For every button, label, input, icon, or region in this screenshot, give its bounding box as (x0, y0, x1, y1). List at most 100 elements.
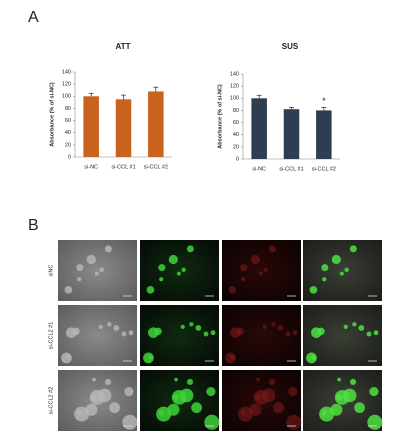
cell-cluster (256, 377, 260, 382)
cell-cluster (186, 378, 194, 386)
cell-cluster (148, 354, 153, 360)
error-bar (121, 94, 126, 100)
bar (251, 98, 267, 159)
cell-cluster (128, 330, 134, 336)
cell-cluster (343, 324, 348, 329)
cell-cluster (168, 254, 178, 265)
cell-cluster (176, 271, 181, 276)
cell-cluster (203, 331, 209, 337)
cell-cluster (121, 331, 127, 337)
y-tick-label: 20 (65, 142, 71, 148)
cell-cluster (358, 325, 365, 331)
cell-cluster (262, 324, 267, 329)
x-tick-label: si-NC (252, 166, 266, 172)
y-tick-label: 40 (65, 130, 71, 136)
cell-cluster (172, 394, 180, 401)
y-tick-label: 20 (233, 144, 239, 150)
cell-cluster (98, 324, 103, 329)
bar (83, 96, 99, 157)
cell-cluster (311, 354, 316, 360)
y-tick-label: 100 (230, 96, 239, 102)
cell-cluster (331, 254, 341, 265)
cell-cluster (268, 378, 276, 386)
cell-cluster (77, 277, 82, 282)
cell-cluster (210, 330, 216, 336)
x-tick-label: si-CCL #1 (111, 164, 135, 170)
cell-cluster (90, 394, 98, 401)
cell-cluster (92, 377, 96, 382)
cell-cluster (319, 406, 335, 422)
cell-cluster (113, 325, 120, 331)
cell-cluster (122, 414, 138, 430)
cell-cluster (191, 402, 202, 414)
cell-cluster (230, 354, 235, 360)
chart-title: ATT (116, 42, 131, 51)
annotation: * (322, 96, 326, 106)
cell-cluster (146, 285, 155, 294)
cell-cluster (180, 324, 185, 329)
cell-cluster (285, 331, 291, 337)
cell-cluster (156, 406, 172, 422)
x-tick-label: si-CCL #1 (279, 166, 303, 172)
cell-cluster (317, 327, 325, 336)
x-tick-label: si-NC (84, 164, 98, 170)
cell-cluster (159, 277, 164, 282)
y-axis-label: Absorbance (% of si-NC) (217, 84, 223, 149)
cell-cluster (195, 325, 202, 331)
error-bar (289, 107, 294, 110)
cell-cluster (273, 402, 284, 414)
cell-cluster (309, 285, 318, 294)
cell-cluster (109, 402, 120, 414)
cell-cluster (228, 285, 237, 294)
row-label: siNC (48, 265, 54, 277)
y-tick-label: 120 (62, 82, 71, 88)
y-axis-label: Absorbance (% of si-NC) (49, 82, 55, 147)
cell-cluster (74, 406, 90, 422)
cell-cluster (99, 267, 104, 273)
y-tick-label: 120 (230, 84, 239, 90)
cell-cluster (107, 322, 112, 327)
cell-cluster (64, 285, 73, 294)
error-bar (153, 86, 159, 92)
cell-cluster (288, 387, 298, 397)
cell-cluster (286, 414, 302, 430)
cell-cluster (250, 254, 260, 265)
y-tick-label: 40 (233, 132, 239, 138)
row-label: si-CCL2 #2 (48, 387, 54, 415)
cell-cluster (254, 394, 262, 401)
y-tick-label: 100 (62, 94, 71, 100)
cell-cluster (186, 245, 194, 253)
cell-cluster (204, 414, 220, 430)
error-bar (88, 92, 94, 97)
y-tick-label: 0 (236, 156, 239, 162)
cell-cluster (241, 277, 246, 282)
cell-cluster (104, 245, 112, 253)
y-tick-label: 140 (62, 69, 71, 75)
cell-cluster (181, 267, 186, 273)
panel-label: B (28, 217, 39, 234)
cell-cluster (344, 267, 349, 273)
bar (283, 109, 300, 159)
x-tick-label: si-CCL #2 (144, 164, 168, 170)
cell-cluster (94, 271, 99, 276)
cell-cluster (277, 325, 284, 331)
cell-cluster (154, 327, 162, 336)
cell-cluster (158, 264, 166, 272)
cell-cluster (268, 245, 276, 253)
cell-cluster (322, 277, 327, 282)
cell-cluster (174, 377, 178, 382)
bar (148, 91, 164, 157)
cell-cluster (263, 267, 268, 273)
cell-cluster (366, 331, 372, 337)
cell-cluster (349, 378, 357, 386)
panel-label: A (28, 9, 39, 26)
cell-cluster (321, 264, 329, 272)
cell-cluster (258, 271, 263, 276)
chart-title: SUS (282, 42, 299, 51)
cell-cluster (369, 387, 379, 397)
cell-cluster (352, 322, 357, 327)
cell-cluster (240, 264, 248, 272)
bar (115, 99, 132, 157)
